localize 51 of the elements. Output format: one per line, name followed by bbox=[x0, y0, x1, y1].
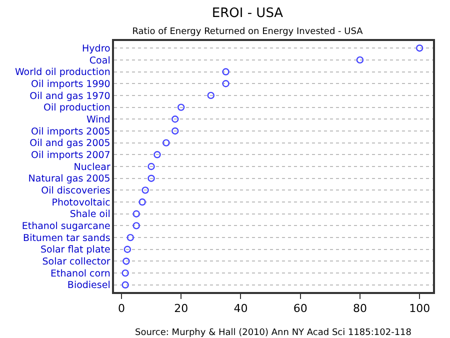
point bbox=[122, 281, 129, 288]
x-tick-label: 100 bbox=[409, 302, 430, 315]
point bbox=[222, 68, 230, 76]
y-tick-label: World oil production bbox=[14, 67, 110, 78]
y-tick-label: Solar collector bbox=[42, 256, 110, 268]
point bbox=[162, 139, 170, 146]
y-tick-label: Oil imports 2005 bbox=[31, 126, 110, 138]
y-tick-label: Nuclear bbox=[74, 162, 110, 173]
y-tick-label: Oil imports 2007 bbox=[31, 150, 110, 161]
point bbox=[222, 80, 230, 88]
point bbox=[122, 269, 129, 277]
y-tick-label: Oil imports 1990 bbox=[31, 78, 110, 90]
x-tick-label: 40 bbox=[234, 302, 248, 315]
point bbox=[148, 174, 155, 182]
y-tick-label: Bitumen tar sands bbox=[23, 232, 110, 244]
y-tick-label: Ethanol sugarcane bbox=[22, 221, 110, 232]
point bbox=[122, 258, 130, 265]
point bbox=[138, 198, 146, 206]
chart-subtitle: Ratio of Energy Returned on Energy Invested - USA bbox=[132, 26, 364, 37]
y-tick-label: Oil and gas 2005 bbox=[30, 138, 110, 150]
point bbox=[132, 222, 140, 230]
x-tick-label: 80 bbox=[352, 302, 367, 315]
x-tick-label: 20 bbox=[174, 302, 188, 315]
y-tick-label: Natural gas 2005 bbox=[28, 174, 110, 185]
y-tick-label: Ethanol corn bbox=[50, 268, 110, 280]
point bbox=[416, 44, 424, 52]
point bbox=[126, 234, 134, 242]
point bbox=[124, 246, 132, 253]
point bbox=[148, 162, 155, 170]
y-tick-label: Biodiesel bbox=[67, 280, 110, 292]
point bbox=[142, 186, 149, 194]
chart-title: EROI - USA bbox=[212, 6, 284, 21]
y-tick-label: Oil discoveries bbox=[41, 186, 110, 197]
point bbox=[132, 210, 140, 218]
y-tick-label: Solar flat plate bbox=[40, 244, 110, 256]
y-tick-label: Coal bbox=[89, 55, 110, 66]
y-tick-label: Oil and gas 1970 bbox=[30, 90, 110, 102]
y-tick-label: Hydro bbox=[82, 43, 111, 54]
point bbox=[207, 92, 214, 100]
point bbox=[172, 116, 179, 123]
point bbox=[154, 151, 161, 158]
y-tick-label: Oil production bbox=[44, 102, 110, 114]
y-tick-label: Shale oil bbox=[70, 209, 110, 220]
y-tick-label: Photovoltaic bbox=[52, 197, 110, 208]
source-note: Source: Murphy & Hall (2010) Ann NY Acad Sci 1185:102-118 bbox=[135, 328, 412, 338]
y-tick-label: Wind bbox=[86, 114, 110, 126]
point bbox=[172, 127, 179, 135]
point bbox=[356, 56, 364, 64]
x-tick-label: 0 bbox=[118, 302, 125, 315]
point bbox=[177, 104, 185, 111]
x-tick-label: 60 bbox=[293, 302, 308, 315]
